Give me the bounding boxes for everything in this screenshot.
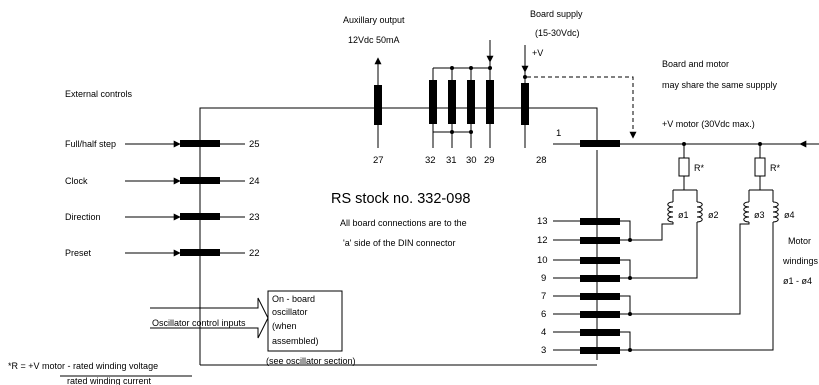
pin-28-label: 28 xyxy=(536,155,547,166)
connector-pin-7 xyxy=(580,293,620,300)
see-oscillator-label: (see oscillator section) xyxy=(266,356,356,366)
phase-1-label: ø1 xyxy=(678,210,689,220)
direction-label: Direction xyxy=(65,212,101,222)
osc-box-line-1: On - board xyxy=(272,294,315,304)
input-preset xyxy=(125,249,245,257)
share-label-1: Board and motor xyxy=(662,59,729,69)
connector-pin-12 xyxy=(580,237,620,244)
stock-number-title: RS stock no. 332-098 xyxy=(331,191,470,207)
pin-24-label: 24 xyxy=(249,176,260,187)
connector-pin-3 xyxy=(580,347,620,354)
preset-label: Preset xyxy=(65,248,92,258)
input-direction xyxy=(125,213,245,221)
connector-pin-10 xyxy=(580,257,620,264)
resistor-r2 xyxy=(748,144,774,202)
pin-27-label: 27 xyxy=(373,155,384,166)
plus-v-label: +V xyxy=(532,48,543,58)
connector-pin-6 xyxy=(580,311,620,318)
pin-1-label: 1 xyxy=(556,128,561,139)
phase-3-label: ø3 xyxy=(754,210,765,220)
r-formula-numerator: *R = +V motor - rated winding voltage xyxy=(8,361,158,371)
full-half-step-label: Full/half step xyxy=(65,139,116,149)
connector-pin-4 xyxy=(580,329,620,336)
connector-pin-22 xyxy=(180,249,220,256)
input-full-half-step xyxy=(125,140,245,148)
pin-25-label: 25 xyxy=(249,139,260,150)
bus-pins-32-29 xyxy=(429,40,494,148)
pin-29-label: 29 xyxy=(484,155,495,166)
pin-12-label: 12 xyxy=(537,235,548,246)
connector-pin-27 xyxy=(374,85,382,125)
resistor-label-1: R* xyxy=(694,163,704,173)
osc-box-line-4: assembled) xyxy=(272,336,319,346)
connector-pin-32 xyxy=(429,80,437,124)
osc-control-inputs-label: Oscillator control inputs xyxy=(152,318,246,328)
connections-note-1: All board connections are to the xyxy=(340,218,467,228)
connector-pin-31 xyxy=(448,80,456,124)
connector-pin-29 xyxy=(486,80,494,124)
phase-2-label: ø2 xyxy=(708,210,719,220)
resistor-r1 xyxy=(672,144,698,202)
clock-label: Clock xyxy=(65,176,88,186)
pin-3-label: 3 xyxy=(541,345,546,356)
share-label-2: may share the same suppply xyxy=(662,80,778,90)
pin-23-label: 23 xyxy=(249,212,260,223)
osc-box-line-3: (when xyxy=(272,321,297,331)
connector-pin-1 xyxy=(580,140,620,147)
connector-pin-24 xyxy=(180,177,220,184)
r-formula-denominator: rated winding current xyxy=(67,376,152,385)
pin-31-label: 31 xyxy=(446,155,457,166)
pin-6-label: 6 xyxy=(541,309,546,320)
external-controls-label: External controls xyxy=(65,89,133,99)
motor-supply xyxy=(553,140,819,148)
resistor-label-2: R* xyxy=(770,163,780,173)
pin-30-label: 30 xyxy=(466,155,477,166)
pin-10-label: 10 xyxy=(537,255,548,266)
motor-label-2: windings xyxy=(782,256,819,266)
winding-coils xyxy=(667,201,779,223)
board-supply-label-1: Board supply xyxy=(530,9,583,19)
pin-13-label: 13 xyxy=(537,216,548,227)
pin-4-label: 4 xyxy=(541,327,546,338)
aux-output-label-2: 12Vdc 50mA xyxy=(348,35,400,45)
board-supply xyxy=(521,45,637,148)
board-outline xyxy=(199,107,598,366)
connector-pin-28 xyxy=(521,83,529,125)
connector-pin-23 xyxy=(180,213,220,220)
motor-label-1: Motor xyxy=(788,236,811,246)
pin-22-label: 22 xyxy=(249,248,260,259)
motor-supply-label: +V motor (30Vdc max.) xyxy=(662,119,755,129)
motor-label-3: ø1 - ø4 xyxy=(783,276,812,286)
pin-7-label: 7 xyxy=(541,291,546,302)
connector-pin-30 xyxy=(467,80,475,124)
aux-output xyxy=(374,57,382,148)
connector-pin-13 xyxy=(580,218,620,225)
connector-pin-25 xyxy=(180,140,220,147)
board-supply-label-2: (15-30Vdc) xyxy=(535,28,580,38)
input-clock xyxy=(125,177,245,185)
connector-pin-9 xyxy=(580,275,620,282)
osc-box-line-2: oscillator xyxy=(272,307,308,317)
aux-output-label-1: Auxillary output xyxy=(343,15,405,25)
pin-9-label: 9 xyxy=(541,273,546,284)
oscillator-box xyxy=(267,290,343,352)
connections-note-2: 'a' side of the DIN connector xyxy=(343,238,456,248)
phase-pins xyxy=(553,218,774,354)
pin-32-label: 32 xyxy=(425,155,436,166)
phase-4-label: ø4 xyxy=(784,210,795,220)
